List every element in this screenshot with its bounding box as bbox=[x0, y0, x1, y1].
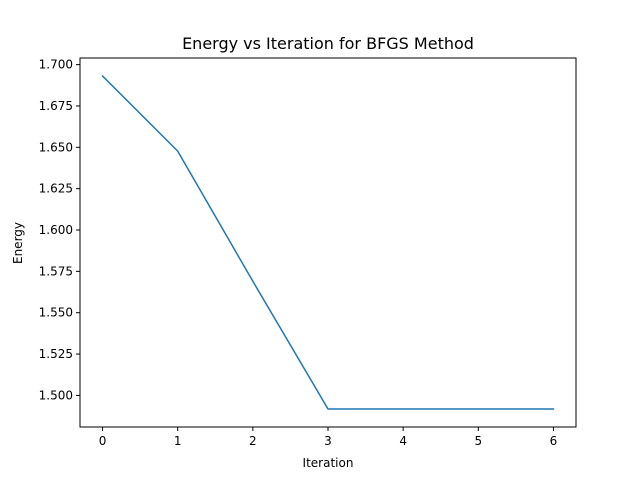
x-tick-label: 0 bbox=[99, 434, 107, 448]
series-layer bbox=[101, 74, 555, 410]
y-tick-label: 1.675 bbox=[39, 99, 73, 113]
y-axis: 1.500 1.525 1.550 1.575 1.600 1.625 1.650 1.675… bbox=[39, 58, 80, 402]
y-tick-label: 1.600 bbox=[39, 223, 73, 237]
x-tick-label: 1 bbox=[174, 434, 182, 448]
y-tick-label: 1.625 bbox=[39, 182, 73, 196]
y-tick-label: 1.650 bbox=[39, 140, 73, 154]
y-axis-title: Energy bbox=[11, 222, 25, 264]
chart-title: Energy vs Iteration for BFGS Method bbox=[182, 34, 474, 53]
x-axis-title: Iteration bbox=[303, 456, 354, 470]
x-tick-label: 2 bbox=[249, 434, 257, 448]
x-tick-label: 4 bbox=[399, 434, 407, 448]
y-tick-label: 1.575 bbox=[39, 264, 73, 278]
y-tick-label: 1.500 bbox=[39, 388, 73, 402]
x-tick-label: 5 bbox=[474, 434, 482, 448]
y-tick-label: 1.700 bbox=[39, 58, 73, 72]
x-tick-label: 3 bbox=[324, 434, 332, 448]
x-axis: 0 1 2 3 4 5 6 bbox=[99, 427, 558, 448]
y-tick-label: 1.525 bbox=[39, 347, 73, 361]
y-tick-label: 1.550 bbox=[39, 306, 73, 320]
x-tick-label: 6 bbox=[550, 434, 558, 448]
series-line bbox=[101, 74, 555, 410]
